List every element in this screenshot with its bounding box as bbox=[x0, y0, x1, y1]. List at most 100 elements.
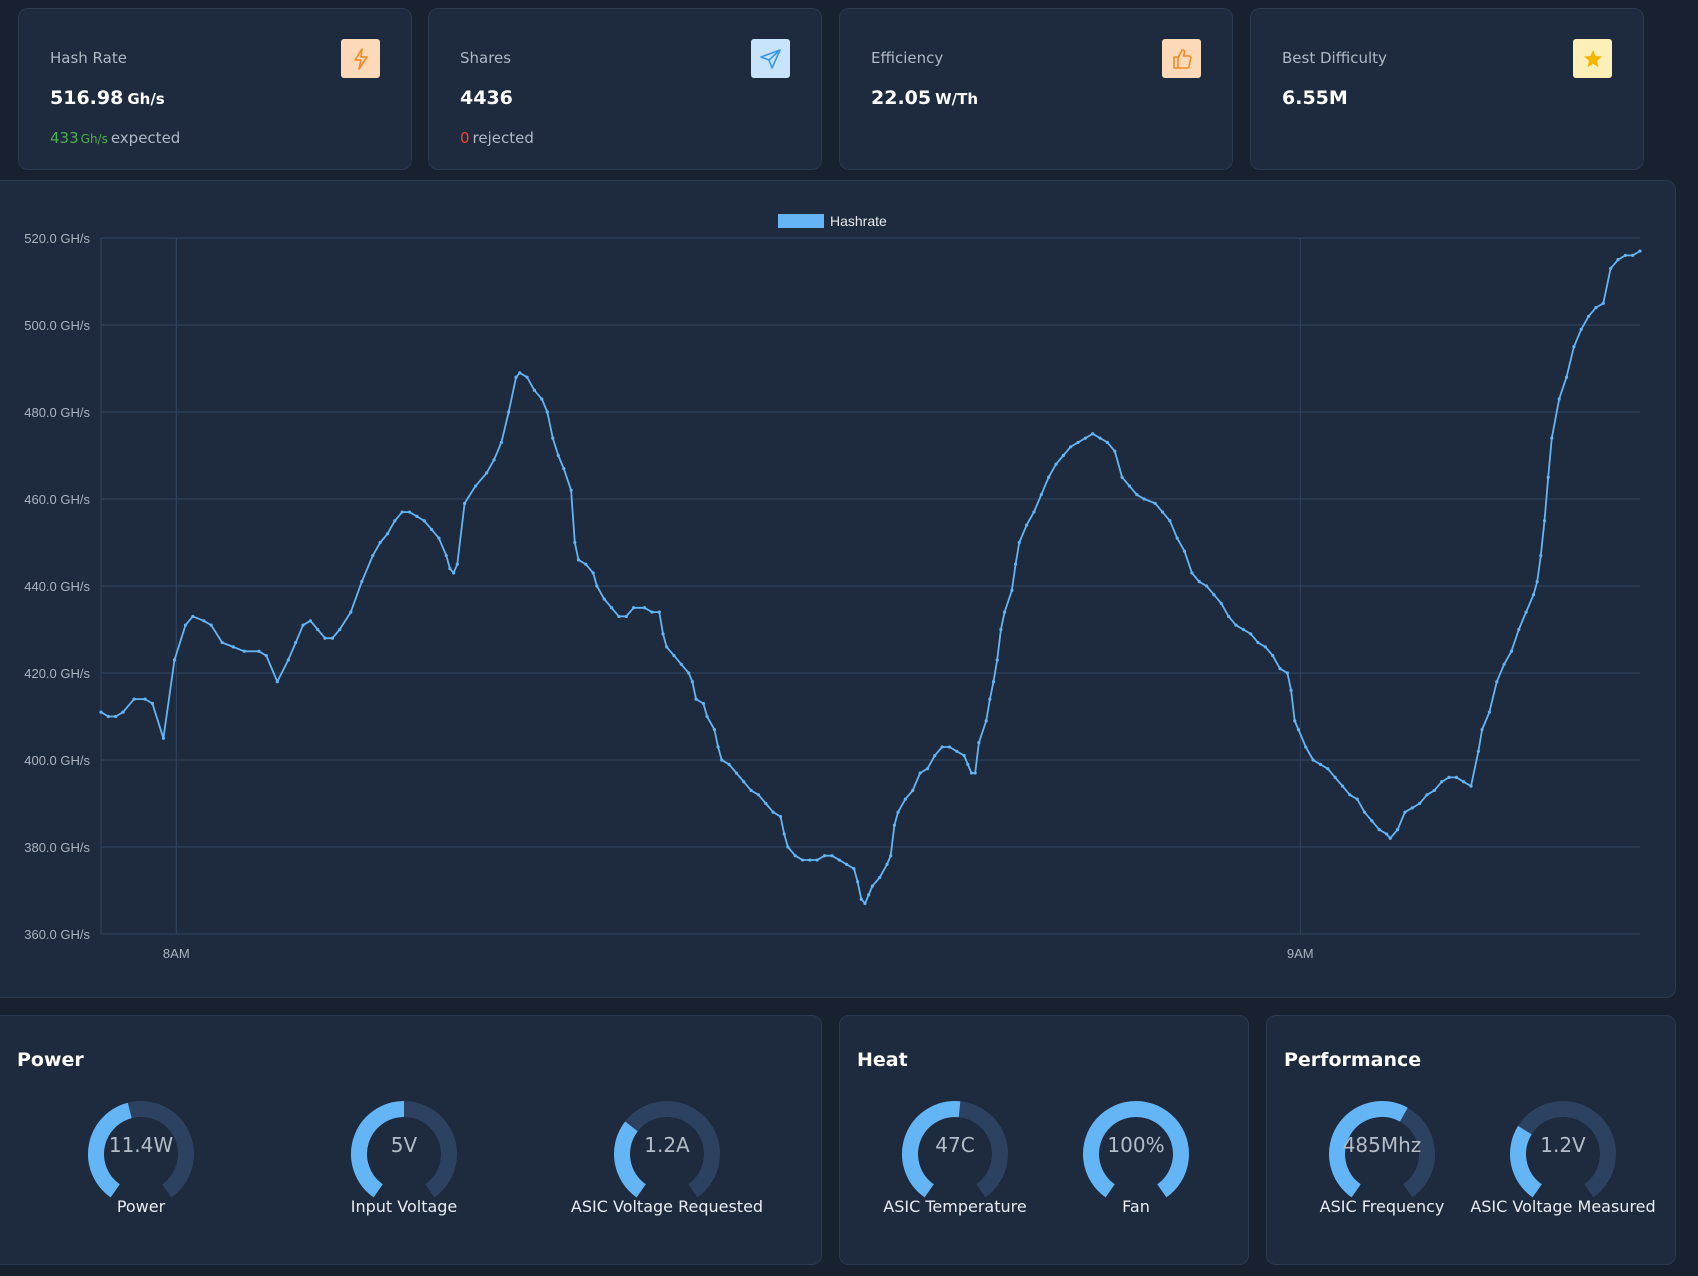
data-point bbox=[1509, 649, 1514, 653]
data-point bbox=[1557, 397, 1561, 401]
data-point bbox=[1083, 436, 1087, 440]
data-point bbox=[1623, 253, 1627, 257]
data-point bbox=[1311, 758, 1315, 762]
input-voltage-gauge-label: Input Voltage bbox=[350, 1197, 458, 1216]
data-point bbox=[1190, 571, 1194, 575]
asic-frequency-gauge-arc bbox=[1329, 1101, 1435, 1198]
data-point bbox=[323, 636, 327, 640]
asic-voltage-measured-gauge-label: ASIC Voltage Measured bbox=[1470, 1197, 1656, 1216]
data-point bbox=[793, 854, 797, 858]
data-point bbox=[1432, 788, 1436, 793]
data-point bbox=[1127, 484, 1132, 488]
data-point bbox=[940, 745, 944, 749]
y-tick-label: 420.0 GH/s bbox=[24, 666, 90, 681]
data-point bbox=[191, 614, 195, 619]
data-point bbox=[716, 745, 720, 749]
data-point bbox=[1249, 632, 1253, 636]
gauge-fill bbox=[614, 1121, 647, 1198]
data-point bbox=[1076, 440, 1080, 445]
input-voltage-gauge-value: 5V bbox=[390, 1133, 418, 1157]
data-point bbox=[1160, 510, 1165, 514]
data-point bbox=[690, 680, 694, 684]
data-point bbox=[1564, 375, 1569, 379]
data-point bbox=[209, 623, 213, 627]
data-point bbox=[518, 371, 522, 375]
legend-swatch-hashrate bbox=[778, 214, 824, 228]
data-point bbox=[1594, 306, 1598, 310]
data-point bbox=[545, 410, 549, 414]
data-point bbox=[455, 562, 459, 566]
power-panel-title: Power bbox=[17, 1049, 84, 1071]
data-point bbox=[1182, 549, 1187, 553]
data-point bbox=[892, 823, 896, 827]
data-point bbox=[988, 697, 992, 701]
data-point bbox=[624, 614, 628, 619]
data-point bbox=[1403, 810, 1407, 814]
data-point bbox=[1219, 601, 1223, 605]
data-point bbox=[514, 375, 518, 379]
data-point bbox=[1271, 654, 1275, 658]
data-point bbox=[525, 375, 529, 379]
data-point bbox=[657, 610, 661, 614]
data-point bbox=[1047, 475, 1051, 479]
data-point bbox=[815, 858, 819, 862]
data-point bbox=[573, 540, 577, 545]
data-point bbox=[407, 510, 412, 514]
data-point bbox=[1285, 671, 1289, 675]
data-point bbox=[1197, 580, 1201, 584]
power-gauge: 11.4W Power bbox=[41, 1088, 241, 1238]
data-point bbox=[1091, 432, 1095, 436]
data-point bbox=[643, 606, 647, 610]
asic-voltage-measured-gauge-value: 1.2V bbox=[1540, 1133, 1586, 1157]
fan-gauge-arc bbox=[1083, 1101, 1189, 1198]
data-point bbox=[1609, 266, 1613, 271]
data-point bbox=[584, 562, 588, 566]
data-point bbox=[1025, 523, 1029, 527]
chart-grid bbox=[100, 237, 1640, 935]
asic-temperature-gauge: 47C ASIC Temperature bbox=[855, 1088, 1055, 1238]
data-point bbox=[1113, 449, 1117, 453]
hashrate-chart: 520.0 GH/s 500.0 GH/s 480.0 GH/s 460.0 GH/s… bbox=[24, 213, 1642, 961]
data-point bbox=[1418, 801, 1422, 806]
data-point bbox=[1289, 688, 1293, 692]
data-point bbox=[1227, 614, 1231, 619]
data-point bbox=[132, 697, 136, 701]
asic-temperature-gauge-label: ASIC Temperature bbox=[883, 1197, 1027, 1216]
data-point bbox=[1425, 793, 1429, 797]
data-point bbox=[889, 854, 893, 858]
data-point bbox=[1524, 610, 1528, 614]
data-point bbox=[499, 440, 503, 445]
data-point bbox=[631, 606, 636, 610]
data-point bbox=[727, 762, 731, 766]
data-point bbox=[617, 614, 621, 619]
data-point bbox=[1010, 588, 1014, 592]
data-point bbox=[1234, 623, 1238, 627]
data-point bbox=[308, 619, 312, 623]
data-point bbox=[734, 771, 739, 775]
data-point bbox=[878, 875, 882, 880]
data-point bbox=[316, 627, 320, 632]
hashrate-chart-card bbox=[0, 180, 1676, 998]
data-point bbox=[1377, 828, 1381, 832]
best-difficulty-label: Best Difficulty bbox=[1282, 49, 1387, 67]
data-point bbox=[1142, 497, 1146, 501]
data-point bbox=[1539, 553, 1543, 558]
data-point bbox=[885, 862, 889, 867]
data-point bbox=[540, 397, 544, 401]
data-point bbox=[595, 584, 599, 588]
best-difficulty-card: Best Difficulty 6.55M bbox=[1250, 8, 1644, 170]
gauge-fill bbox=[1510, 1125, 1543, 1198]
data-point bbox=[1333, 775, 1337, 780]
data-point bbox=[852, 867, 856, 871]
data-point bbox=[1256, 640, 1260, 645]
data-point bbox=[452, 571, 456, 575]
data-point bbox=[1061, 453, 1065, 458]
data-point bbox=[749, 788, 753, 793]
data-point bbox=[1638, 249, 1642, 253]
x-tick-label: 8AM bbox=[163, 946, 190, 961]
x-tick-label: 9AM bbox=[1287, 946, 1314, 961]
data-point bbox=[121, 710, 125, 714]
data-point bbox=[275, 680, 279, 684]
star-icon bbox=[1573, 39, 1612, 78]
data-point bbox=[701, 701, 705, 706]
